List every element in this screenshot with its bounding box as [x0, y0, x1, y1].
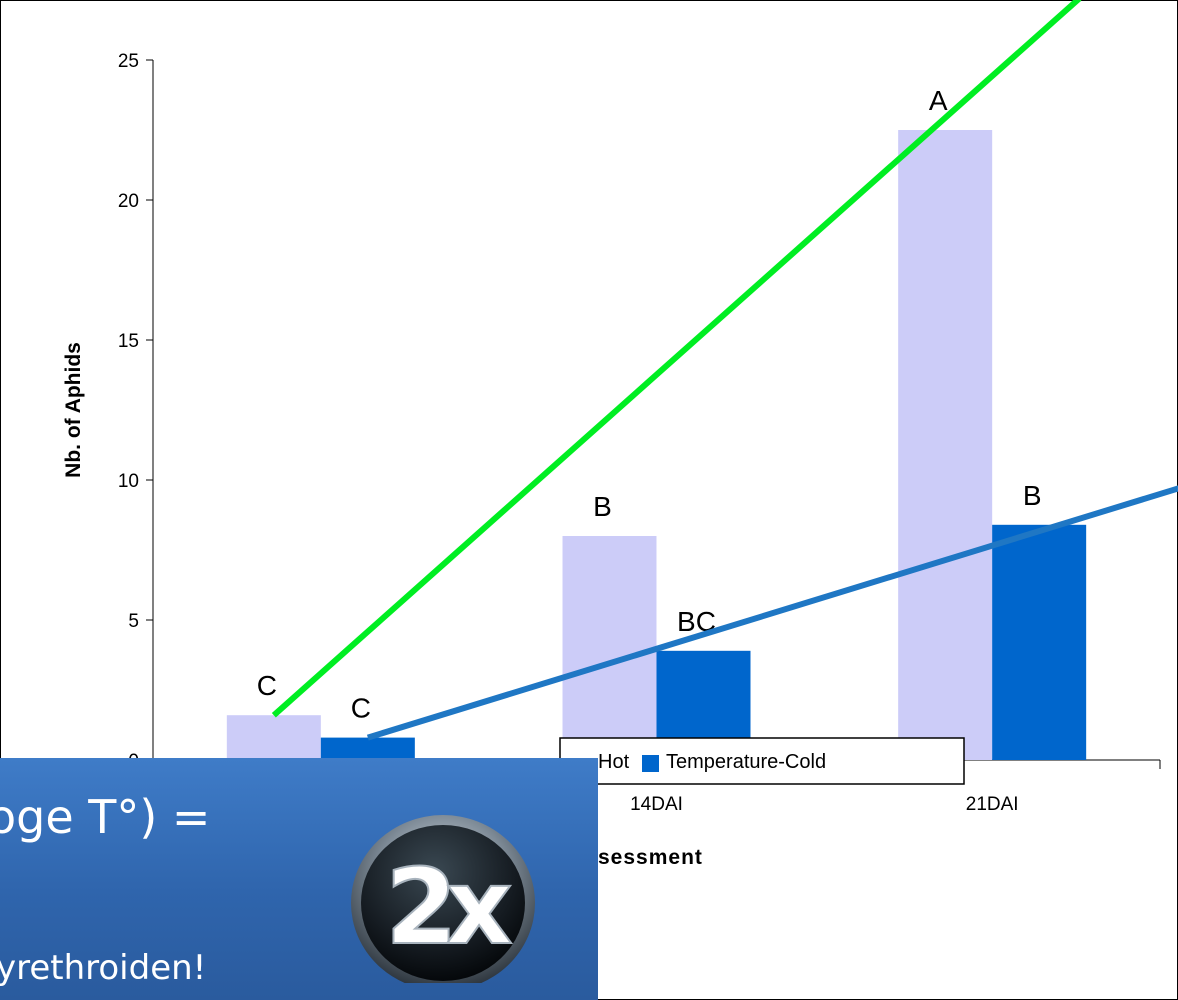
legend-label-hot: Hot: [598, 751, 630, 773]
badge-face: [361, 825, 525, 981]
x-tick-label: 14DAI: [630, 794, 683, 815]
significance-letter: B: [1023, 480, 1042, 511]
y-tick-label: 20: [118, 191, 139, 212]
bar-hot: [898, 130, 993, 760]
significance-letter: C: [257, 670, 277, 701]
bar-cold: [992, 524, 1087, 760]
overlay-slide-panel: oge T°) = 2x yrethroiden!: [0, 758, 598, 1000]
y-tick-label: 10: [118, 471, 139, 492]
significance-letter: B: [593, 491, 612, 522]
legend-swatch-cold: [642, 755, 659, 772]
x-tick-label: 21DAI: [966, 794, 1019, 815]
badge-text: 2x: [385, 846, 511, 968]
y-tick-label: 5: [128, 611, 139, 632]
y-tick-label: 15: [118, 331, 139, 352]
x-axis-title: sessment: [598, 846, 703, 869]
trend-line-hot: [271, 0, 1082, 718]
trend-line-cold: [366, 485, 1178, 741]
bar-cold: [320, 737, 415, 760]
bar-hot: [226, 715, 321, 760]
plot-area: 0510152025CBACBCB14DAI21DAI: [118, 0, 1178, 815]
y-tick-label: 25: [118, 51, 139, 72]
overlay-formula-text: oge T°) =: [0, 790, 211, 844]
legend: Hot Temperature-Cold: [559, 737, 965, 785]
significance-letter: A: [929, 85, 948, 116]
significance-letter: C: [351, 693, 371, 724]
overlay-subtitle-text: yrethroiden!: [0, 948, 207, 988]
legend-box: [559, 737, 965, 785]
y-axis-title: Nb. of Aphids: [62, 342, 85, 478]
bar-hot: [562, 536, 657, 760]
legend-label-cold: Temperature-Cold: [666, 751, 826, 773]
badge-2x-icon: 2x: [351, 815, 535, 983]
